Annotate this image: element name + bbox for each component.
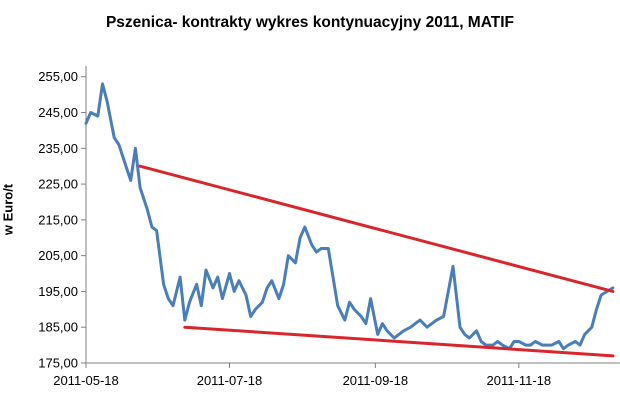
series-layer — [84, 82, 615, 351]
x-tick-label: 2011-11-18 — [487, 373, 552, 388]
lower-trendline — [183, 325, 615, 358]
y-tick-label: 245,00 — [38, 105, 78, 120]
x-tick-label: 2011-09-18 — [343, 373, 409, 388]
chart-title: Pszenica- kontrakty wykres kontynuacyjny… — [105, 14, 515, 31]
y-tick-label: 215,00 — [38, 212, 78, 227]
y-tick-label: 235,00 — [38, 141, 78, 156]
x-tick-label: 2011-05-18 — [53, 373, 119, 388]
y-tick-label: 225,00 — [38, 177, 78, 192]
trendline-layer — [138, 164, 615, 358]
y-tick-label: 255,00 — [38, 69, 78, 84]
x-tick-label: 2011-07-18 — [197, 373, 263, 388]
y-tick-label: 195,00 — [38, 284, 78, 299]
y-tick-label: 175,00 — [38, 356, 78, 371]
y-tick-label: 185,00 — [38, 320, 78, 335]
price-series-line — [84, 82, 615, 351]
y-tick-label: 205,00 — [38, 248, 78, 263]
axes: 255,00 245,00 235,00 225,00 215,00 205,00 195,… — [38, 66, 620, 388]
upper-trendline — [138, 164, 615, 293]
